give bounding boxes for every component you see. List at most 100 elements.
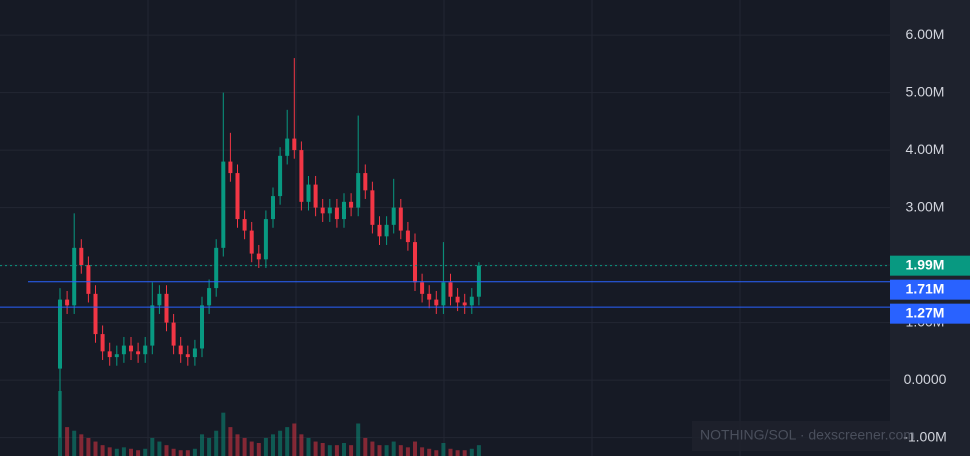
volume-bar <box>114 448 119 456</box>
volume-bar <box>256 443 261 456</box>
volume-bar <box>299 434 304 456</box>
volume-bar <box>356 423 361 456</box>
volume-bar <box>129 448 133 456</box>
candle-body <box>86 265 91 294</box>
candle-body <box>455 296 460 303</box>
candle-body <box>157 293 162 306</box>
volume-bar <box>398 445 403 456</box>
candle-body <box>143 345 148 355</box>
volume-bar <box>136 450 141 456</box>
candle-body <box>278 155 283 197</box>
candle-body <box>384 224 389 237</box>
candle-body <box>405 230 410 243</box>
volume-bar <box>100 445 105 456</box>
price-label-box <box>890 303 970 324</box>
volume-bar <box>93 441 98 456</box>
candle-body <box>72 247 77 306</box>
volume-bar <box>462 450 467 456</box>
candle-body <box>164 293 169 323</box>
candle-body <box>221 161 226 248</box>
candle-body <box>192 348 197 358</box>
volume-bar <box>121 447 126 456</box>
candle-body <box>370 190 375 225</box>
volume-bar <box>207 437 212 456</box>
volume-bar <box>72 430 77 456</box>
candle-body <box>292 138 297 151</box>
candle-body <box>427 293 432 300</box>
volume-bar <box>413 441 417 456</box>
candle-body <box>263 219 268 260</box>
watermark-box <box>692 421 890 451</box>
watermark: NOTHING/SOL · dexscreener.com <box>700 427 915 443</box>
y-tick-label: 0.0000 <box>904 371 947 387</box>
candle-body <box>356 173 361 208</box>
volume-bar <box>143 448 148 456</box>
volume-bar <box>192 448 197 456</box>
y-tick-label: 4.00M <box>906 141 945 157</box>
volume-bar <box>242 437 247 456</box>
price-label-box <box>890 279 970 300</box>
price-label: 1.71M <box>906 280 945 296</box>
candle-body <box>136 351 141 355</box>
volume-bar <box>107 447 112 456</box>
price-axis-panel <box>890 0 970 456</box>
volume-bar <box>363 437 368 456</box>
candle-body <box>171 322 176 346</box>
volume-bar <box>448 448 453 456</box>
volume-bar <box>455 450 460 456</box>
volume-bar <box>249 441 254 456</box>
volume-bar <box>420 447 425 456</box>
candle-body <box>413 242 417 283</box>
volume-bar <box>200 434 204 456</box>
volume-bar <box>214 430 219 456</box>
y-tick-label: 3.00M <box>906 198 945 214</box>
volume-bar <box>313 441 318 456</box>
candle-body <box>476 265 481 297</box>
candle-body <box>391 207 396 225</box>
candle-body <box>178 345 183 355</box>
candle-body <box>58 299 62 369</box>
candle-body <box>100 334 105 352</box>
candle-body <box>271 196 275 220</box>
volume-bar <box>320 443 325 456</box>
plot-background <box>0 0 890 456</box>
candle-body <box>235 173 240 220</box>
volume-bar <box>384 445 389 456</box>
volume-bar <box>164 445 169 456</box>
price-label-box <box>890 255 970 276</box>
candle-body <box>93 293 98 335</box>
candle-body <box>114 354 119 358</box>
candle-body <box>107 351 112 358</box>
candle-body <box>469 296 474 306</box>
candle-body <box>79 247 84 266</box>
volume-bar <box>476 445 481 456</box>
volume-bar <box>342 443 346 456</box>
volume-bar <box>349 445 354 456</box>
y-tick-label: 5.00M <box>906 83 945 99</box>
candle-body <box>327 207 332 214</box>
candle-body <box>65 299 70 306</box>
candle-body <box>441 282 446 306</box>
candle-body <box>434 299 439 306</box>
volume-bar <box>334 445 339 456</box>
volume-bar <box>427 448 432 456</box>
volume-bar <box>434 450 439 456</box>
volume-bar <box>306 437 311 456</box>
volume-bar <box>391 441 396 456</box>
candle-body <box>313 184 318 208</box>
candle-body <box>214 247 219 289</box>
volume-bar <box>185 450 190 456</box>
candle-body <box>150 305 155 346</box>
volume-bar <box>65 427 70 456</box>
volume-bar <box>271 434 275 456</box>
candle-body <box>228 161 233 174</box>
candle-body <box>285 138 290 156</box>
candle-body <box>242 219 247 231</box>
candle-body <box>121 345 126 355</box>
candle-body <box>299 150 304 202</box>
volume-bar <box>157 441 162 456</box>
candle-body <box>320 207 325 214</box>
candle-body <box>420 282 425 294</box>
price-label: 1.27M <box>906 304 945 320</box>
